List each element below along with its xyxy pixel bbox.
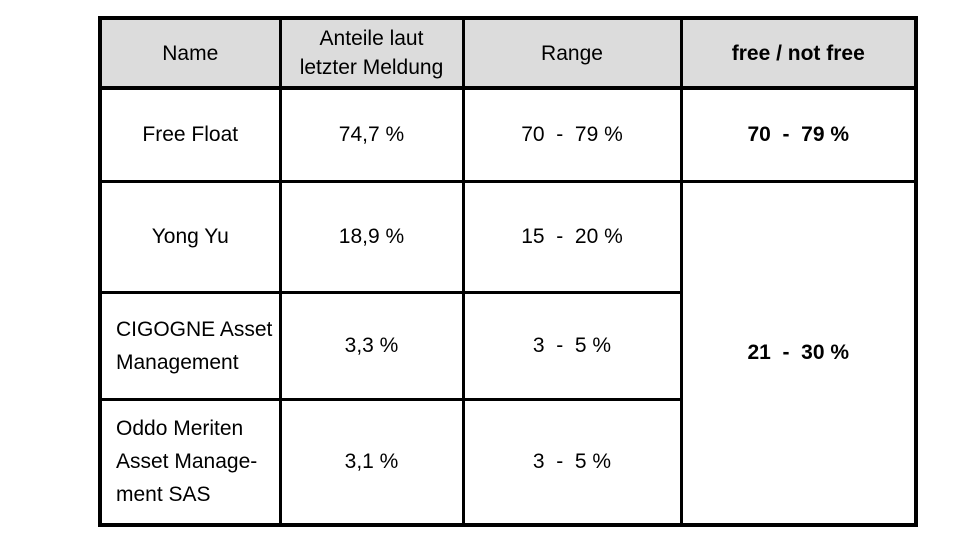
table-header-row: Name Anteile laut letzter Meldung Range … (98, 16, 918, 90)
range-value: 3 - 5 % (532, 333, 612, 357)
table-row-cigogne: CIGOGNE Asset Management 3,3 % 3 - 5 % (98, 290, 916, 401)
anteil-cell: 3,1 % (278, 397, 465, 527)
col-header-anteile-line2: letzter Meldung (299, 56, 444, 79)
range-cell: 3 - 5 % (461, 397, 683, 527)
anteil-cell: 3,3 % (278, 290, 465, 401)
name-line: Yong Yu (151, 225, 229, 248)
anteil-value: 18,9 % (338, 224, 405, 248)
name-cell: Yong Yu (98, 179, 282, 294)
name-line: Management (116, 350, 239, 374)
table-row-oddo: Oddo Meriten Asset Manage- ment SAS 3,1 … (98, 397, 916, 527)
name-line: ment SAS (116, 483, 211, 507)
free-value: 70 - 79 % (747, 122, 850, 146)
anteil-value: 3,1 % (344, 449, 399, 473)
free-cell-merged: 21 - 30 % (679, 179, 918, 527)
range-cell: 15 - 20 % (461, 179, 683, 294)
shareholder-table: Name Anteile laut letzter Meldung Range … (98, 16, 918, 527)
anteil-cell: 74,7 % (278, 86, 465, 183)
table-row-yong-yu: Yong Yu 18,9 % 15 - 20 % 21 - 30 % (98, 179, 918, 527)
col-header-range: Range (461, 16, 683, 90)
anteil-value: 3,3 % (344, 333, 399, 357)
table-row-free-float: Free Float 74,7 % 70 - 79 % 70 - 79 % (98, 86, 918, 183)
name-cell: Oddo Meriten Asset Manage- ment SAS (98, 397, 282, 527)
free-merged-value: 21 - 30 % (747, 340, 850, 364)
name-line: CIGOGNE Asset (116, 317, 273, 341)
name-line: Oddo Meriten (116, 417, 244, 441)
name-cell: CIGOGNE Asset Management (98, 290, 282, 401)
anteil-cell: 18,9 % (278, 179, 465, 294)
name-cell: Free Float (98, 86, 282, 183)
range-value: 3 - 5 % (532, 449, 612, 473)
col-header-anteile: Anteile laut letzter Meldung (278, 16, 465, 90)
col-header-anteile-line1: Anteile laut (319, 27, 424, 50)
range-cell: 70 - 79 % (461, 86, 683, 183)
name-line: Free Float (142, 123, 239, 147)
range-cell: 3 - 5 % (461, 290, 683, 401)
range-value: 70 - 79 % (521, 122, 623, 146)
col-header-free-not-free: free / not free (679, 16, 918, 90)
free-cell: 70 - 79 % (679, 86, 918, 183)
name-line: Asset Manage- (116, 450, 258, 474)
col-header-name: Name (98, 16, 282, 90)
range-value: 15 - 20 % (521, 224, 623, 248)
anteil-value: 74,7 % (338, 122, 405, 146)
